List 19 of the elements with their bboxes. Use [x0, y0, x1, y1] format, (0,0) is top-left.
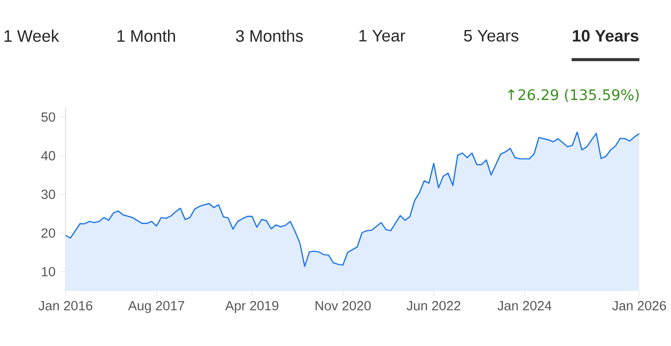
text: 1 Year: [359, 30, 406, 42]
text: ↑26.29 (135.59%): [508, 88, 639, 102]
y-tick-label: 40: [41, 151, 56, 160]
x-tick-label: Jun 2022: [406, 300, 460, 310]
x-tick-label: Jan 2026: [612, 300, 666, 310]
x-tick-label: Jan 2016: [38, 300, 92, 310]
y-tick-label: 20: [42, 228, 56, 238]
text: 5 Years: [464, 30, 518, 42]
x-tick-label: Aug 2017: [128, 300, 184, 313]
text: 1 Month: [117, 30, 175, 42]
text: 10 Years: [572, 30, 638, 42]
y-tick-label: 50: [41, 112, 56, 122]
y-tick-label: 10: [42, 266, 56, 276]
x-tick-label: Apr 2019: [225, 300, 278, 313]
text: 1 Week: [4, 30, 60, 42]
text: 3 Months: [236, 30, 303, 42]
y-tick-label: 30: [41, 190, 56, 200]
x-tick-label: Jan 2024: [498, 300, 552, 310]
x-tick-label: Nov 2020: [316, 300, 371, 310]
